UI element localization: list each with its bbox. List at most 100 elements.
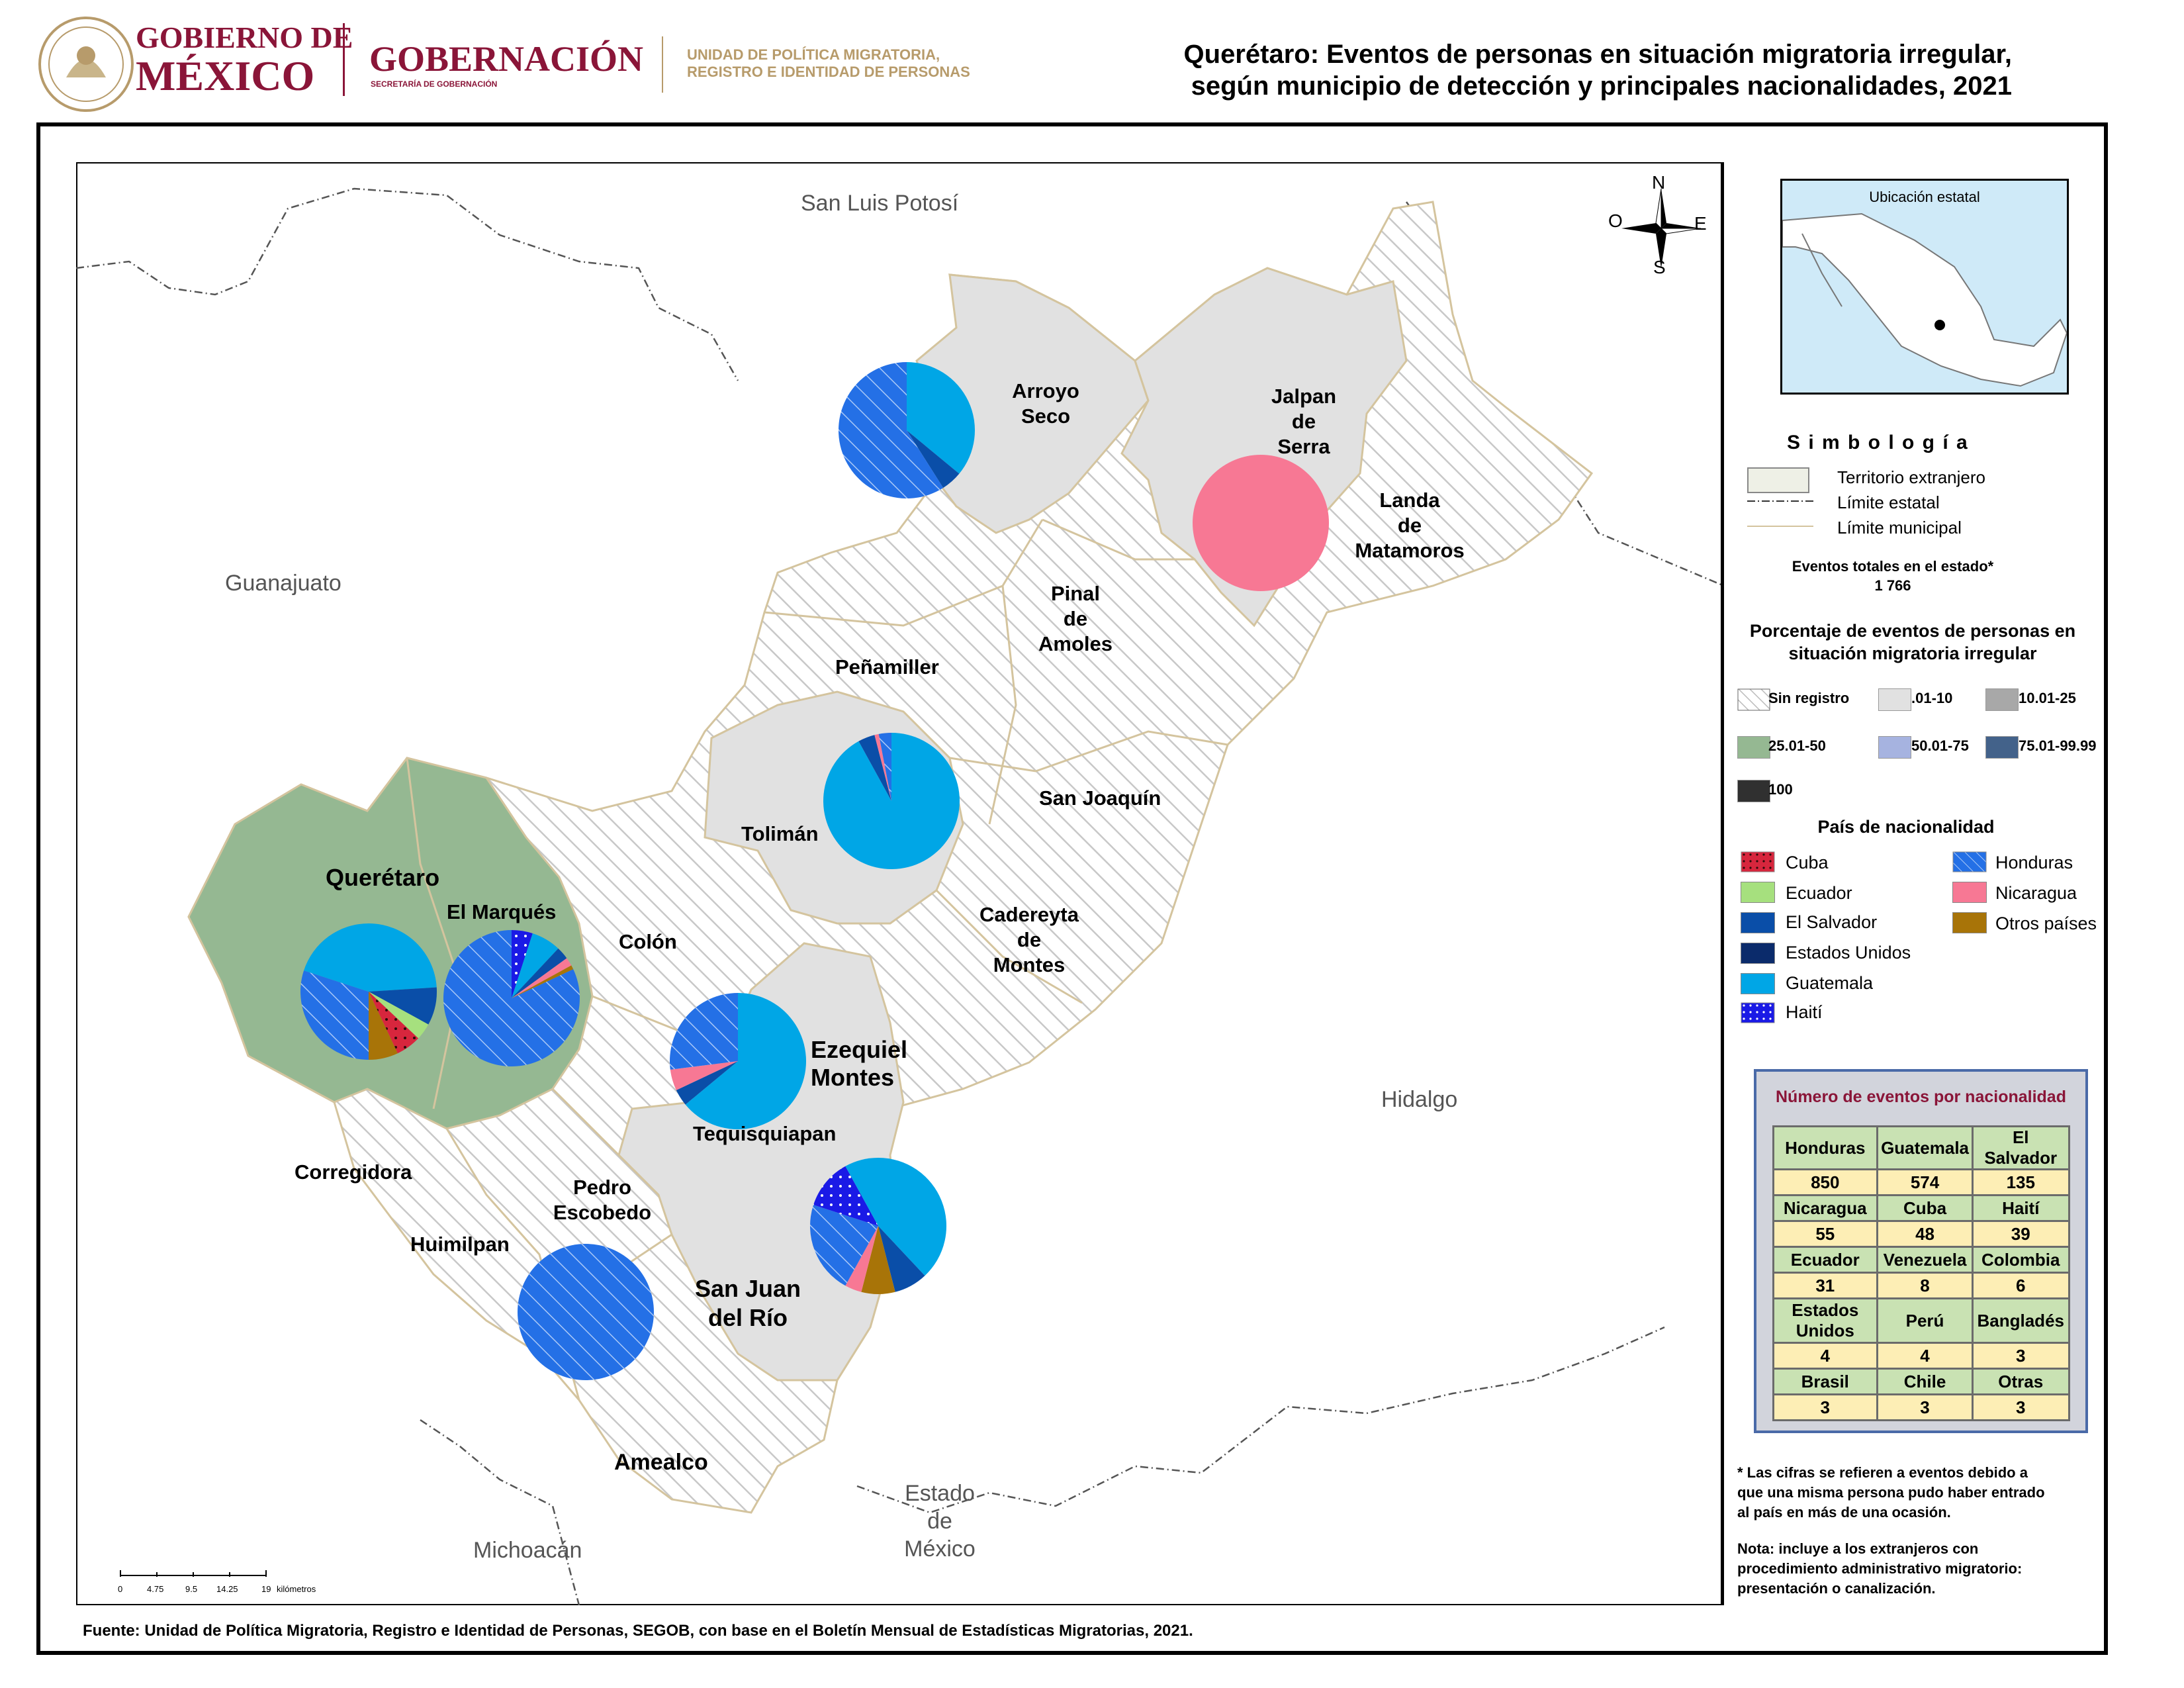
pais-guatemala-swatch bbox=[1741, 973, 1775, 994]
pais-cuba-swatch bbox=[1741, 851, 1775, 872]
pie-slice-elsalvador bbox=[512, 948, 567, 998]
nota1-linea3: al país en más de una ocasión. bbox=[1737, 1504, 1951, 1521]
label-pinal-2: de bbox=[1063, 607, 1088, 630]
label-landa-3: Matamoros bbox=[1355, 539, 1465, 562]
map-canvas bbox=[76, 162, 1724, 1605]
compass-rose-icon bbox=[1621, 188, 1702, 268]
range-r6-swatch bbox=[1737, 780, 1770, 802]
label-corregidora: Corregidora bbox=[295, 1160, 412, 1184]
tabla-value-cell: 3 bbox=[1972, 1393, 2070, 1421]
tabla-value-cell: 574 bbox=[1876, 1168, 1974, 1196]
total-label: Eventos totales en el estado* bbox=[1792, 558, 1994, 575]
range-r2-label: 10.01-25 bbox=[2019, 690, 2076, 706]
compass-o: O bbox=[1608, 211, 1623, 231]
panel-divider bbox=[1721, 162, 1723, 1605]
map-title-line1: Querétaro: Eventos de personas en situac… bbox=[1183, 40, 2012, 69]
tabla-value-row: 31 8 6 bbox=[1772, 1272, 2070, 1299]
gobierno-line2: MÉXICO bbox=[136, 52, 315, 99]
pie-slice-honduras bbox=[518, 1244, 654, 1380]
header-divider bbox=[343, 23, 345, 96]
label-san-luis-potosi: San Luis Potosí bbox=[801, 191, 959, 216]
tabla-header-cell: Chile bbox=[1876, 1368, 1974, 1395]
pie-slice-otros bbox=[861, 1226, 895, 1294]
tabla-header-row: Honduras Guatemala El Salvador bbox=[1772, 1125, 2070, 1170]
label-sanjuan-1: San Juan bbox=[694, 1275, 801, 1302]
range-r2-swatch bbox=[1985, 688, 2019, 711]
label-jalpan-3: Serra bbox=[1277, 435, 1330, 458]
label-pinal: Pinal de Amoles bbox=[1036, 581, 1115, 657]
label-cadereyta-2: de bbox=[1017, 928, 1042, 951]
tabla-value-cell: 8 bbox=[1876, 1272, 1974, 1299]
pie-charts bbox=[300, 362, 1329, 1380]
label-san-joaquin: San Joaquín bbox=[1039, 786, 1161, 810]
range-r4-swatch bbox=[1878, 736, 1911, 759]
mexico-seal-icon bbox=[38, 17, 134, 112]
tabla-header-cell: Otras bbox=[1972, 1368, 2070, 1395]
inset-map: Ubicación estatal bbox=[1780, 179, 2069, 395]
pais-guatemala-label: Guatemala bbox=[1786, 973, 1874, 993]
pie-slice-haiti bbox=[512, 930, 533, 998]
limite-estatal-icon bbox=[1747, 500, 1813, 502]
label-pinal-3: Amoles bbox=[1038, 632, 1113, 655]
label-pinal-1: Pinal bbox=[1050, 582, 1101, 605]
pais-ecuador-label: Ecuador bbox=[1786, 883, 1852, 903]
pie-slice-elsalvador bbox=[878, 1226, 925, 1292]
map-frame bbox=[36, 122, 2108, 1655]
tabla-header-cell: Venezuela bbox=[1876, 1246, 1974, 1274]
tabla-value-row: 55 48 39 bbox=[1772, 1220, 2070, 1248]
tabla-header-row: Ecuador Venezuela Colombia bbox=[1772, 1246, 2070, 1274]
compass-n: N bbox=[1652, 172, 1666, 193]
pie-slice-honduras bbox=[443, 930, 580, 1066]
territorio-label: Territorio extranjero bbox=[1837, 467, 1985, 487]
pie-slice-guatemala bbox=[878, 1158, 946, 1276]
pie-slice-guatemala bbox=[845, 1158, 878, 1226]
scale-unit: kilómetros bbox=[277, 1584, 316, 1594]
pais-nicaragua-label: Nicaragua bbox=[1995, 883, 2077, 903]
pie-slice-nicaragua bbox=[1193, 455, 1329, 591]
pie-slice-guatemala bbox=[512, 933, 559, 998]
range-r3-swatch bbox=[1737, 736, 1770, 759]
state-line-north bbox=[76, 187, 739, 381]
label-tequisquiapan: Tequisquiapan bbox=[693, 1122, 837, 1145]
label-edomex-1: Estado bbox=[905, 1481, 975, 1506]
pie-slice-guatemala bbox=[823, 733, 960, 869]
nota2-linea3: presentación o canalización. bbox=[1737, 1580, 1936, 1597]
label-landa-2: de bbox=[1397, 514, 1422, 537]
pais-haiti-label: Haití bbox=[1786, 1002, 1823, 1022]
pie-slice-nicaragua bbox=[512, 958, 572, 998]
tabla-value-cell: 3 bbox=[1772, 1393, 1879, 1421]
pie-slice-otros bbox=[512, 965, 574, 998]
state-line-sw bbox=[420, 1419, 580, 1605]
pie-slice-guatemala bbox=[907, 362, 975, 474]
limite-queretaro-marques bbox=[406, 757, 461, 1109]
tabla-header-cell: Perú bbox=[1876, 1297, 1974, 1344]
unit-line1: UNIDAD DE POLÍTICA MIGRATORIA, bbox=[687, 46, 940, 63]
tabla-value-cell: 3 bbox=[1876, 1393, 1974, 1421]
pie-slice-guatemala bbox=[685, 993, 807, 1129]
label-huimilpan: Huimilpan bbox=[410, 1233, 510, 1256]
tabla-box: Número de eventos por nacionalidad Hondu… bbox=[1754, 1069, 2088, 1433]
pct-title-1: Porcentaje de eventos de personas en bbox=[1749, 621, 2076, 641]
range-r6-label: 100 bbox=[1768, 781, 1793, 798]
range-r1-swatch bbox=[1878, 688, 1911, 711]
compass-e: E bbox=[1694, 213, 1707, 234]
label-jalpan: Jalpan de Serra bbox=[1264, 384, 1343, 459]
compass-s: S bbox=[1653, 257, 1666, 277]
pie-slice-guatemala bbox=[304, 923, 369, 992]
scale-t3: 14.25 bbox=[216, 1584, 238, 1594]
inset-title: Ubicación estatal bbox=[1869, 189, 1980, 205]
tabla-value-cell: 48 bbox=[1876, 1220, 1974, 1248]
total-value: 1 766 bbox=[1874, 577, 1911, 594]
range-r3-label: 25.01-50 bbox=[1768, 737, 1826, 754]
pie-slice-cuba bbox=[369, 992, 419, 1054]
tabla-header-cell: Honduras bbox=[1772, 1125, 1879, 1170]
nota-cifras: * Las cifras se refieren a eventos debid… bbox=[1737, 1463, 2045, 1523]
label-pedro-2: Escobedo bbox=[553, 1201, 652, 1224]
nota1-linea1: * Las cifras se refieren a eventos debid… bbox=[1737, 1464, 2028, 1481]
range-sin-label: Sin registro bbox=[1768, 690, 1850, 706]
limite-estatal-label: Límite estatal bbox=[1837, 492, 1940, 512]
tabla-header-cell: Nicaragua bbox=[1772, 1194, 1879, 1222]
tabla-header-row: Nicaragua Cuba Haití bbox=[1772, 1194, 2070, 1222]
range-r5-label: 75.01-99.99 bbox=[2019, 737, 2097, 754]
